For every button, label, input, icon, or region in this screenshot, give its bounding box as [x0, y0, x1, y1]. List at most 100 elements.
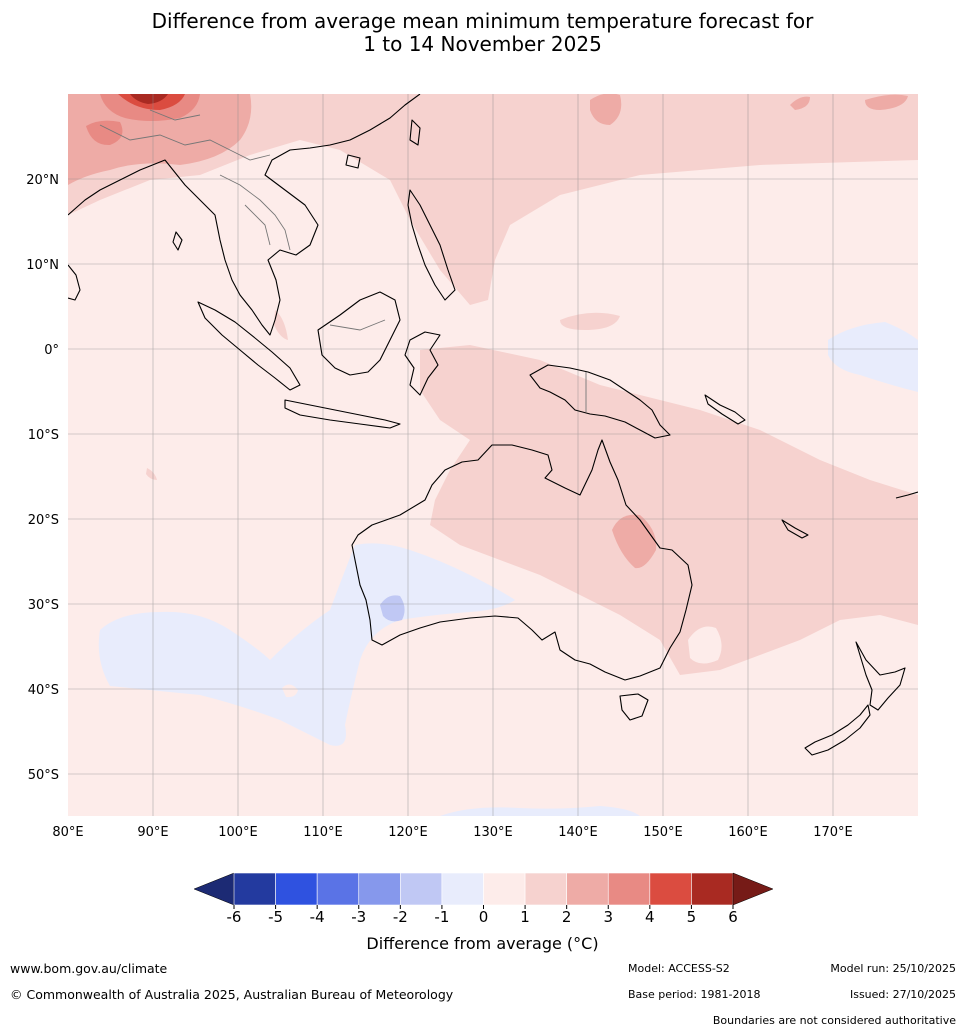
map-plot-area — [68, 94, 918, 816]
chart-title: Difference from average mean minimum tem… — [0, 10, 965, 56]
title-line-2: 1 to 14 November 2025 — [363, 32, 602, 56]
colorbar-tick-label: -1 — [434, 908, 449, 926]
coastlines — [68, 94, 918, 756]
website-link[interactable]: www.bom.gov.au/climate — [10, 961, 168, 976]
colorbar-segment — [441, 872, 484, 906]
lat-label-10n: 10°N — [26, 258, 59, 273]
model-run-text: Model run: 25/10/2025 — [830, 962, 956, 975]
coastline-hainan — [345, 154, 361, 169]
coastline-sulawesi — [404, 331, 441, 396]
coastline-tasmania — [619, 693, 649, 721]
colorbar-under-arrow — [193, 872, 235, 906]
coastline-australia — [351, 439, 693, 681]
coastline-asia-mainland — [68, 94, 421, 336]
anomaly-band-2-to-3-pacific-c — [865, 94, 908, 110]
colorbar-tick-label: -2 — [393, 908, 408, 926]
lon-label-80e: 80°E — [52, 825, 83, 840]
anomaly-band-5-to-6 — [130, 94, 168, 104]
colorbar-segment — [649, 872, 692, 906]
lat-label-0: 0° — [44, 343, 59, 358]
lon-label-150e: 150°E — [643, 825, 683, 840]
colorbar-over-arrow — [732, 872, 774, 906]
anomaly-band-minus1-to-0-indian-ocean — [98, 543, 515, 746]
lon-label-120e: 120°E — [388, 825, 428, 840]
coastline-sri-lanka — [172, 231, 183, 251]
anomaly-band-2-to-3-tibet — [68, 94, 252, 185]
coastline-borneo — [317, 291, 401, 376]
colorbar-tick-label: 2 — [562, 908, 572, 926]
lat-label-30s: 30°S — [28, 598, 59, 613]
colorbar-label: Difference from average (°C) — [366, 934, 599, 953]
lon-label-130e: 130°E — [473, 825, 513, 840]
colorbar-segments — [233, 872, 734, 906]
lon-label-160e: 160°E — [728, 825, 768, 840]
lon-label-140e: 140°E — [558, 825, 598, 840]
lon-label-100e: 100°E — [218, 825, 258, 840]
lat-label-20s: 20°S — [28, 513, 59, 528]
lat-label-10s: 10°S — [28, 428, 59, 443]
colorbar-tick-label: 3 — [603, 908, 613, 926]
coastline-fiji — [895, 491, 918, 499]
copyright-text: © Commonwealth of Australia 2025, Austra… — [10, 987, 454, 1002]
colorbar-tick-label: -4 — [310, 908, 325, 926]
lat-label-50s: 50°S — [28, 768, 59, 783]
colorbar-segment — [524, 872, 567, 906]
colorbar-segment — [233, 872, 276, 906]
base-period-text: Base period: 1981-2018 — [628, 988, 761, 1001]
anomaly-band-1-to-2-small — [274, 310, 288, 340]
title-line-1: Difference from average mean minimum tem… — [151, 9, 814, 33]
coastline-india — [68, 264, 81, 301]
coastline-philippines — [407, 189, 456, 301]
colorbar-tick-label: -6 — [227, 908, 242, 926]
anomaly-band-1-to-2-islet — [146, 468, 157, 480]
colorbar-segment — [316, 872, 360, 906]
colorbar-ticks: -6 -5 -4 -3 -2 -1 0 1 2 3 4 5 6 — [227, 905, 738, 926]
colorbar-segment — [607, 872, 651, 906]
coastline-new-zealand-north — [855, 641, 906, 711]
colorbar: -6 -5 -4 -3 -2 -1 0 1 2 3 4 5 6 — [193, 872, 774, 926]
colorbar-tick-label: 6 — [728, 908, 738, 926]
coastline-taiwan — [409, 119, 421, 146]
anomaly-band-3-to-4-tibet-west — [86, 120, 123, 146]
colorbar-segment — [400, 872, 443, 906]
colorbar-segment — [691, 872, 734, 906]
anomaly-band-2-to-3-pacific-a — [590, 94, 622, 125]
coastline-new-guinea — [529, 364, 671, 439]
colorbar-segment — [483, 872, 526, 906]
longitude-labels: 80°E 90°E 100°E 110°E 120°E 130°E 140°E … — [52, 825, 852, 840]
coastline-sumatra — [197, 301, 301, 391]
model-text: Model: ACCESS-S2 — [628, 962, 730, 975]
colorbar-tick-label: 1 — [520, 908, 530, 926]
coastline-java — [284, 399, 401, 429]
colorbar-tick-label: 0 — [479, 908, 489, 926]
coastline-solomon-islands — [704, 394, 746, 425]
latitude-labels: 20°N 10°N 0° 10°S 20°S 30°S 40°S 50°S — [26, 173, 59, 783]
anomaly-band-minus1-to-0-south — [440, 806, 640, 816]
anomaly-band-1-to-2-australia — [420, 345, 918, 675]
colorbar-tick-label: 5 — [687, 908, 697, 926]
colorbar-segment — [566, 872, 609, 906]
disclaimer-text: Boundaries are not considered authoritat… — [712, 1014, 956, 1027]
lon-label-110e: 110°E — [303, 825, 343, 840]
coastline-new-caledonia — [781, 519, 809, 539]
graticule — [68, 94, 918, 816]
coastline-new-zealand-south — [804, 704, 871, 756]
lat-label-40s: 40°S — [28, 683, 59, 698]
lon-label-170e: 170°E — [813, 825, 853, 840]
anomaly-band-minus1-to-0-pacific — [828, 322, 918, 392]
colorbar-tick-label: 4 — [645, 908, 655, 926]
colorbar-segment — [358, 872, 401, 906]
anomaly-band-2-to-3-pacific-b — [790, 96, 810, 110]
country-borders — [99, 109, 587, 412]
anomaly-band-minus2-to-minus1 — [380, 595, 405, 622]
anomaly-band-1-to-2-equatorial — [560, 312, 620, 330]
anomaly-band-0-to-1-islet — [282, 684, 298, 698]
lon-label-90e: 90°E — [137, 825, 168, 840]
anomaly-band-0-to-1-se-hole — [688, 626, 722, 664]
colorbar-segment — [275, 872, 318, 906]
colorbar-tick-label: -5 — [268, 908, 283, 926]
issued-text: Issued: 27/10/2025 — [849, 988, 956, 1001]
lat-label-20n: 20°N — [26, 173, 59, 188]
colorbar-tick-label: -3 — [351, 908, 366, 926]
